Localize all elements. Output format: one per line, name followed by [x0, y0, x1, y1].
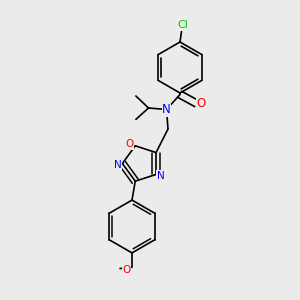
Text: O: O — [122, 265, 131, 275]
Text: O: O — [126, 139, 134, 149]
Text: N: N — [157, 171, 164, 181]
Text: N: N — [114, 160, 122, 170]
Text: Cl: Cl — [178, 20, 188, 31]
Text: O: O — [197, 97, 206, 110]
Text: N: N — [162, 103, 171, 116]
